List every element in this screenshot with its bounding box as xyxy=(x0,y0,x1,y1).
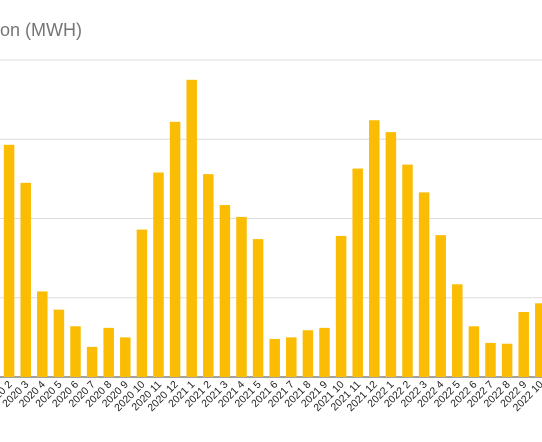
bars xyxy=(3,79,542,378)
bar xyxy=(452,284,463,377)
bar xyxy=(369,120,380,377)
bar xyxy=(335,235,347,377)
bar xyxy=(70,326,81,377)
bar xyxy=(518,312,529,377)
bar xyxy=(302,330,314,377)
bar xyxy=(136,229,148,377)
bar xyxy=(120,337,131,378)
bar xyxy=(286,337,297,378)
bar xyxy=(203,174,214,377)
bar xyxy=(535,303,542,377)
bar xyxy=(37,291,48,377)
chart-title: ion (MWH) xyxy=(0,20,82,40)
bar xyxy=(219,205,231,377)
bar xyxy=(153,172,164,377)
bar xyxy=(418,192,430,377)
bar xyxy=(485,342,496,377)
bar xyxy=(319,327,330,377)
bar xyxy=(402,164,413,377)
bar xyxy=(385,132,397,377)
bar xyxy=(269,338,280,377)
bar xyxy=(252,239,264,377)
bar xyxy=(20,182,31,377)
bar xyxy=(236,216,247,377)
bar xyxy=(86,346,98,377)
bar xyxy=(501,343,513,377)
gridlines xyxy=(0,59,542,378)
bar xyxy=(3,144,15,377)
bar xyxy=(103,327,114,377)
bar xyxy=(169,121,181,377)
bar xyxy=(352,168,363,377)
bar xyxy=(435,235,446,377)
bar xyxy=(468,326,480,377)
bar xyxy=(186,79,197,377)
bar xyxy=(53,309,65,377)
